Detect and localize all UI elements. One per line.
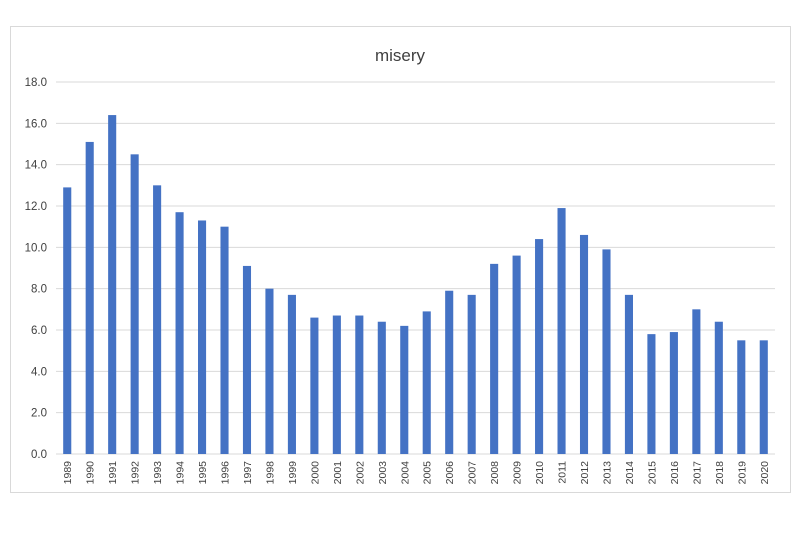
- y-tick-label: 6.0: [31, 325, 47, 337]
- y-tick-label: 16.0: [25, 118, 47, 130]
- x-tick-label: 1996: [220, 461, 232, 485]
- bar-1990: [85, 141, 94, 454]
- x-tick-label: 2013: [601, 461, 613, 485]
- y-axis-ticks: 0.0 2.0 4.0 6.0 8.0 10.0 12.0 14.0 16.0 18.0: [25, 77, 47, 461]
- bar-2006: [445, 290, 454, 454]
- x-tick-label: 1993: [152, 461, 164, 485]
- x-tick-label: 2006: [444, 461, 456, 485]
- x-tick-label: 2020: [759, 461, 771, 485]
- x-axis-ticks: 1989 1990 1991 1992 1993 1994 1995 1996 1997 1998…: [62, 461, 771, 485]
- bar-2002: [355, 315, 364, 454]
- bar-2005: [422, 311, 431, 454]
- x-tick-label: 2011: [557, 461, 569, 484]
- x-tick-label: 1999: [287, 461, 299, 485]
- bar-2000: [310, 317, 319, 454]
- bar-1994: [175, 212, 184, 454]
- bar-1993: [153, 185, 162, 454]
- x-tick-label: 2002: [354, 461, 366, 485]
- x-tick-label: 2014: [624, 461, 636, 485]
- bar-2008: [490, 263, 499, 454]
- x-tick-label: 2000: [309, 461, 321, 485]
- x-tick-label: 2016: [669, 461, 681, 485]
- bar-1991: [108, 115, 117, 454]
- x-tick-label: 1991: [107, 461, 119, 485]
- bar-2001: [332, 315, 341, 454]
- x-tick-label: 2012: [579, 461, 591, 485]
- y-tick-label: 12.0: [25, 201, 47, 213]
- bar-2020: [759, 340, 768, 454]
- x-tick-label: 2010: [534, 461, 546, 485]
- y-tick-label: 14.0: [25, 160, 47, 172]
- bar-2014: [624, 294, 633, 454]
- y-tick-label: 0.0: [31, 449, 47, 461]
- bar-2017: [692, 309, 701, 454]
- x-tick-label: 2015: [646, 461, 658, 485]
- x-tick-label: 2018: [714, 461, 726, 485]
- bar-2009: [512, 255, 521, 454]
- y-tick-label: 2.0: [31, 408, 47, 420]
- x-tick-label: 2004: [399, 461, 411, 485]
- x-tick-label: 1998: [264, 461, 276, 485]
- chart-title: misery: [375, 46, 426, 65]
- bar-2016: [669, 332, 678, 454]
- bar-2010: [535, 239, 544, 454]
- bar-chart: misery 0.0 2.0 4.0 6.0 8.0 10.0 12.0 14.0 16.0 18…: [25, 46, 775, 485]
- bar-1996: [220, 226, 229, 454]
- x-tick-label: 1995: [197, 461, 209, 485]
- x-tick-label: 2003: [377, 461, 389, 485]
- bar-2018: [714, 321, 723, 454]
- x-tick-label: 1992: [130, 461, 142, 485]
- x-tick-label: 2001: [332, 461, 344, 485]
- bar-2011: [557, 208, 566, 454]
- x-tick-label: 2007: [467, 461, 479, 485]
- gridlines: [56, 81, 775, 455]
- x-tick-label: 2008: [489, 461, 501, 485]
- x-tick-label: 1997: [242, 461, 254, 485]
- x-tick-label: 2017: [691, 461, 703, 485]
- bar-1997: [242, 265, 252, 454]
- y-tick-label: 18.0: [25, 77, 47, 89]
- bar-2007: [467, 294, 476, 454]
- chart-frame: misery 0.0 2.0 4.0 6.0 8.0 10.0 12.0 14.0 16.0 18…: [10, 26, 791, 493]
- x-tick-label: 1994: [175, 461, 187, 485]
- x-tick-label: 2009: [512, 461, 524, 485]
- bar-1992: [130, 154, 139, 454]
- bar-1989: [63, 187, 72, 454]
- x-tick-label: 2005: [422, 461, 434, 485]
- y-tick-label: 4.0: [31, 366, 47, 378]
- bar-2012: [579, 234, 589, 454]
- bar-2003: [377, 321, 386, 454]
- bar-1995: [198, 220, 207, 454]
- y-tick-label: 8.0: [31, 284, 47, 296]
- x-tick-label: 2019: [736, 461, 748, 485]
- bars: [63, 115, 768, 454]
- x-tick-label: 1990: [85, 461, 97, 485]
- bar-1998: [265, 288, 274, 454]
- bar-2004: [400, 325, 409, 454]
- bar-2015: [647, 334, 656, 454]
- bar-2019: [737, 340, 746, 454]
- y-tick-label: 10.0: [25, 242, 47, 254]
- bar-1999: [287, 294, 296, 454]
- bar-2013: [602, 249, 611, 454]
- x-tick-label: 1989: [62, 461, 74, 485]
